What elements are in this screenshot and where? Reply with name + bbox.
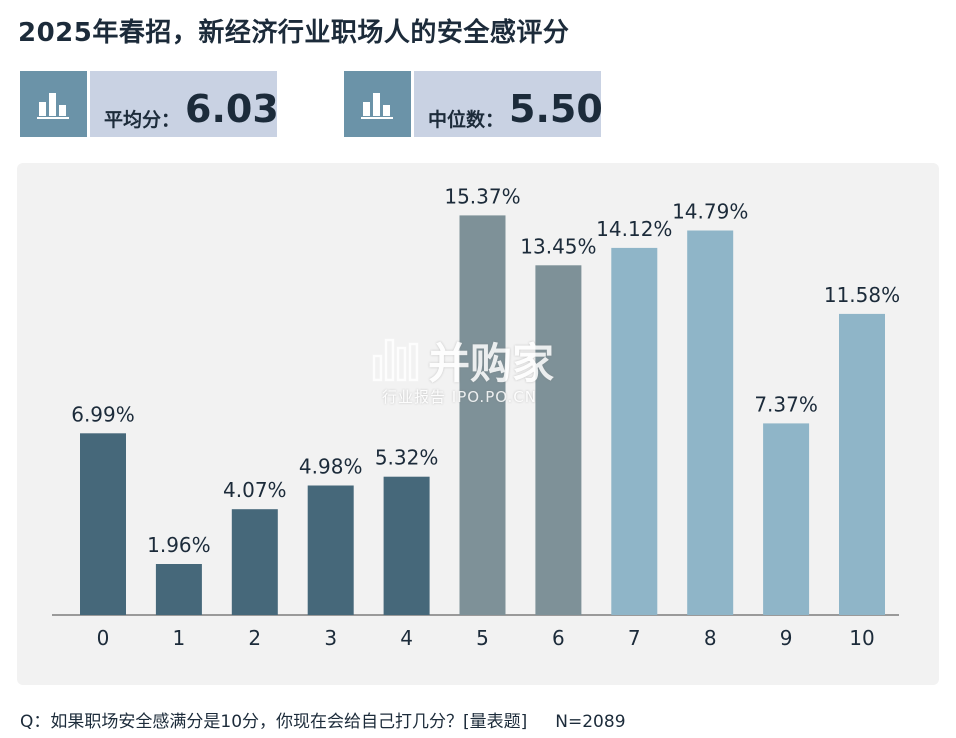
survey-question: Q：如果职场安全感满分是10分，你现在会给自己打几分？[量表题] [20,712,528,732]
x-tick-label-3: 3 [324,626,337,650]
bar-9 [763,423,810,615]
footer: Q：如果职场安全感满分是10分，你现在会给自己打几分？[量表题] N=2089 [20,707,626,732]
bar-4 [383,476,430,615]
bar-chart: 6.99% 0 1.96% 1 4.07% 2 4.98% 3 5.32% 4 15.37% 5 13.… [52,184,900,650]
bar-10 [839,313,885,615]
mean-stat-value-box: 平均分： 6.03 [90,71,279,137]
bar-0 [80,433,126,615]
median-stat-value-box: 中位数： 5.50 [414,71,603,137]
bar-7 [611,247,658,615]
sample-size: N=2089 [555,712,626,732]
mean-label: 平均分： [104,109,181,131]
mean-value: 6.03 [185,87,279,131]
bar-2 [231,509,278,615]
bar-5 [459,215,506,615]
median-stat-icon-box [344,71,411,137]
x-tick-label-9: 9 [780,626,793,650]
data-label-7: 14.12% [596,217,672,241]
median-label: 中位数： [428,109,505,131]
data-label-1: 1.96% [147,533,211,557]
data-label-3: 4.98% [299,455,363,479]
watermark-main-text: 并购家 [428,339,555,388]
x-tick-label-5: 5 [476,626,489,650]
x-tick-label-10: 10 [849,626,874,650]
median-value: 5.50 [509,87,603,131]
watermark: 并购家 行业报告 IPO.PO.CN [370,330,590,410]
bar-6 [535,265,582,615]
data-label-5: 15.37% [444,184,520,208]
data-label-4: 5.32% [375,446,439,470]
x-tick-label-6: 6 [552,626,565,650]
data-label-2: 4.07% [223,478,287,502]
bar-1 [155,564,202,615]
x-tick-label-7: 7 [628,626,641,650]
bar-8 [687,230,734,615]
x-tick-label-4: 4 [400,626,413,650]
data-label-6: 13.45% [520,234,596,258]
data-label-0: 6.99% [71,402,135,426]
x-tick-label-2: 2 [248,626,261,650]
watermark-logo-icon [372,338,419,382]
bar-3 [307,485,354,615]
bar-chart-icon [361,93,393,119]
watermark-sub-text: 行业报告 IPO.PO.CN [382,388,537,406]
chart-panel: 6.99% 0 1.96% 1 4.07% 2 4.98% 3 5.32% 4 15.37% 5 13.… [17,163,939,685]
mean-stat-icon-box [20,71,87,137]
bar-chart-icon [37,93,69,119]
data-label-9: 7.37% [754,392,818,416]
x-tick-label-0: 0 [97,626,110,650]
x-tick-label-8: 8 [704,626,717,650]
page-title: 2025年春招，新经济行业职场人的安全感评分 [18,18,570,48]
x-tick-label-1: 1 [173,626,186,650]
data-label-10: 11.58% [824,283,900,307]
data-label-8: 14.79% [672,200,748,224]
